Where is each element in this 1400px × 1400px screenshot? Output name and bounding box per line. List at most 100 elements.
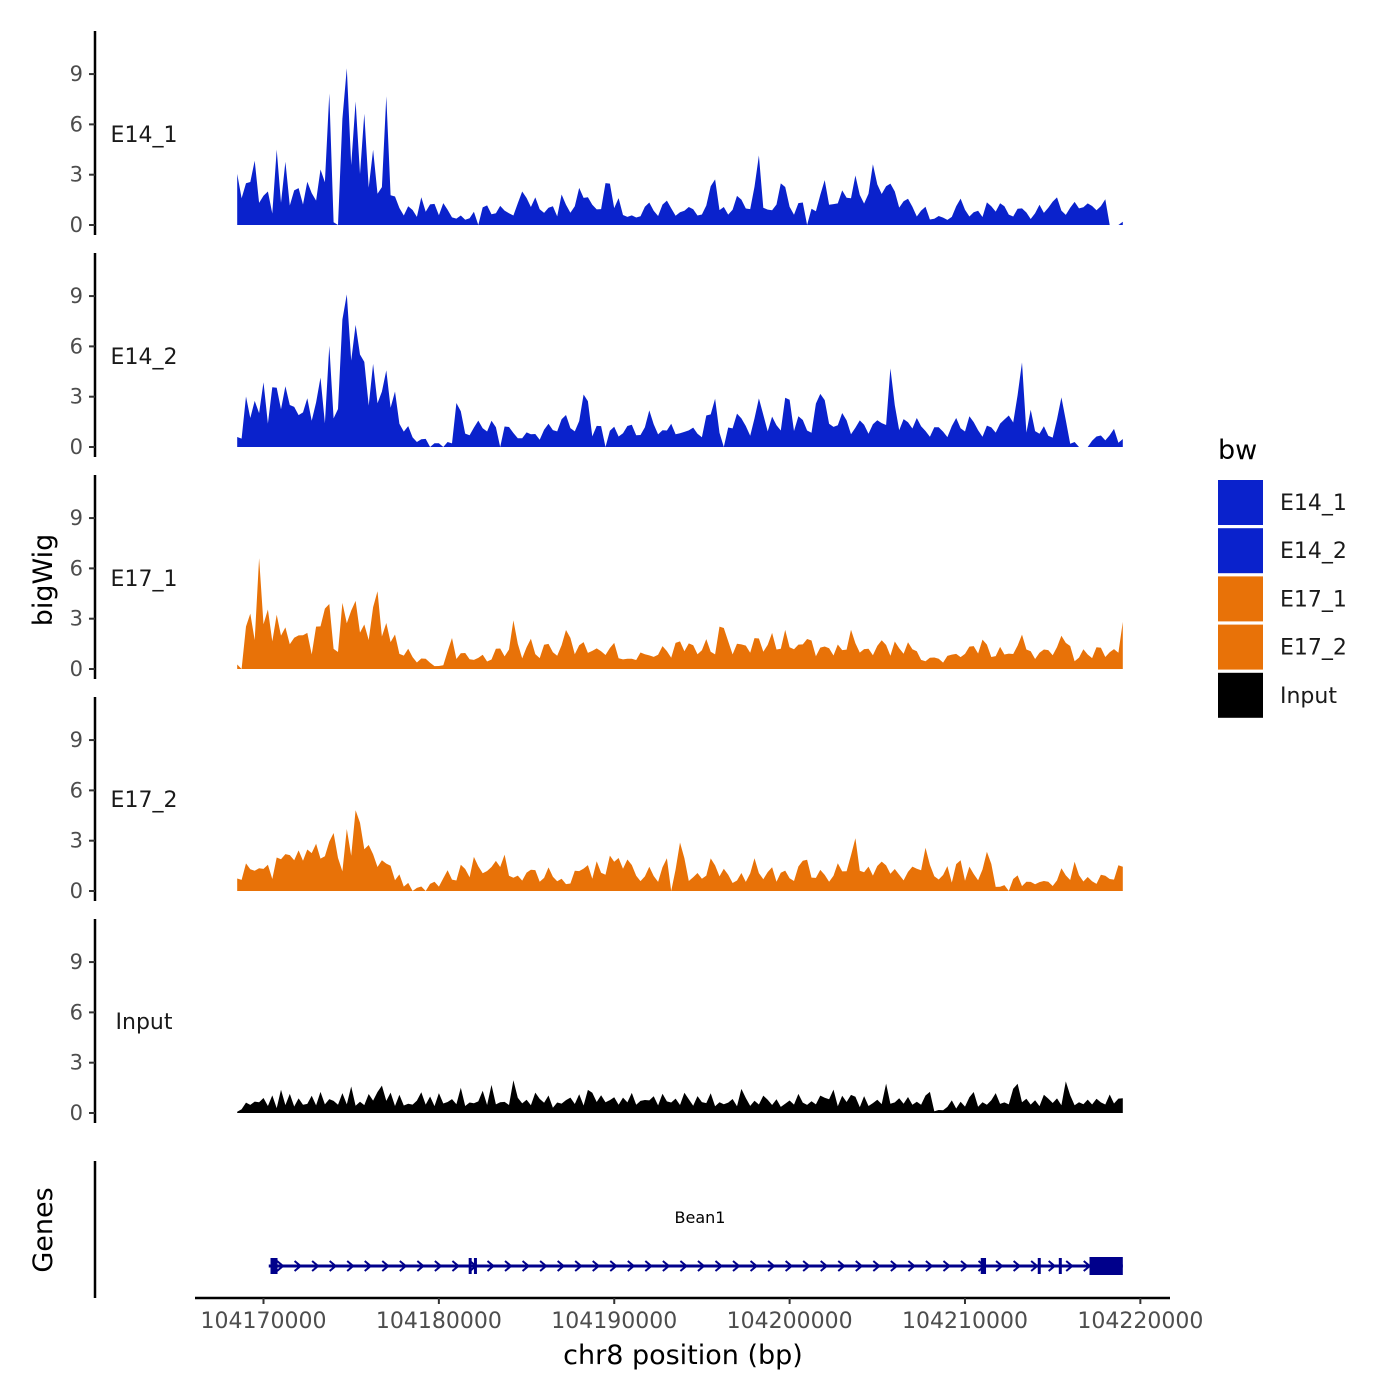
y-tick-label: 6 [70, 556, 83, 580]
exon-6 [1058, 1258, 1062, 1274]
strand-arrow [1012, 1260, 1022, 1272]
x-axis: 104170000 104180000 104190000 104200000 1042… [195, 1296, 1203, 1334]
strand-arrow [732, 1260, 741, 1272]
track-label: Input [116, 1010, 173, 1035]
strand-arrow [381, 1260, 390, 1272]
signal-area-e14-1 [237, 68, 1123, 225]
legend-swatch-e14-2 [1218, 528, 1263, 574]
strand-arrow [329, 1260, 338, 1272]
strand-arrow [627, 1260, 636, 1272]
legend: E14_1 E14_2 E17_1 E17_2 Input [1218, 480, 1347, 718]
gene-model [93, 1161, 1123, 1298]
exon-7 [1089, 1257, 1123, 1275]
track-panel-e17-2: 0 3 6 9 E17_2 [70, 697, 1123, 903]
y-tick-label: 9 [70, 728, 83, 752]
exon-1 [270, 1258, 278, 1274]
y-tick-label: 0 [70, 657, 83, 681]
y-tick-label: 0 [70, 879, 83, 903]
strand-arrow [784, 1260, 794, 1272]
exon-4 [980, 1258, 987, 1274]
signal-area-e17-2 [237, 810, 1123, 891]
strand-arrow [995, 1260, 1004, 1272]
strand-arrow [697, 1260, 706, 1272]
strand-arrow [556, 1260, 566, 1272]
strand-arrow [486, 1260, 496, 1272]
strand-arrow [749, 1260, 759, 1272]
strand-arrow [276, 1260, 285, 1272]
y-tick-label: 3 [70, 385, 83, 409]
legend-swatch-e14-1 [1218, 480, 1263, 525]
strand-arrow [1048, 1260, 1057, 1272]
strand-arrow [1065, 1260, 1074, 1272]
y-tick-label: 3 [70, 163, 83, 187]
strand-arrow [907, 1260, 916, 1272]
signal-area-e14-2 [237, 294, 1123, 447]
y-tick-label: 3 [70, 607, 83, 631]
gene-label: Bean1 [675, 1208, 726, 1227]
strand-arrow [644, 1260, 653, 1272]
strand-arrow [364, 1260, 373, 1272]
strand-arrow [1030, 1260, 1039, 1272]
strand-arrow [504, 1260, 513, 1272]
y-tick-label: 3 [70, 1051, 83, 1075]
x-tick-label: 104180000 [376, 1309, 502, 1334]
y-tick-label: 0 [70, 213, 83, 237]
legend-label-e14-1: E14_1 [1280, 491, 1347, 516]
legend-swatch-e17-2 [1218, 624, 1263, 670]
track-label: E17_1 [111, 567, 178, 592]
legend-swatch-e17-1 [1218, 576, 1263, 622]
x-tick-label: 104210000 [902, 1309, 1028, 1334]
y-tick-label: 6 [70, 334, 83, 358]
x-tick-label: 104200000 [727, 1309, 853, 1334]
strand-arrow [855, 1260, 864, 1272]
exon-3 [473, 1258, 477, 1274]
strand-arrow [942, 1260, 952, 1272]
legend-label-input: Input [1280, 684, 1337, 709]
y-tick-label: 9 [70, 284, 83, 308]
strand-arrow [346, 1260, 355, 1272]
y-tick-label: 6 [70, 112, 83, 136]
legend-label-e14-2: E14_2 [1280, 539, 1347, 564]
strand-arrow [399, 1260, 408, 1272]
y-tick-label: 6 [70, 778, 83, 802]
track-label: E14_2 [111, 345, 178, 370]
track-panel-e14-1: 0 3 6 9 E14_1 [70, 31, 1123, 237]
strand-arrow [820, 1260, 829, 1272]
x-tick-label: 104190000 [551, 1309, 677, 1334]
tracks-layer: 0 3 6 9 E14_1 0 3 6 9 E14_2 0 3 6 9 E17_1 0 3 6 9 E17_2 0 3 6 9… [70, 31, 1123, 1125]
strand-arrow [925, 1260, 934, 1272]
strand-arrow [539, 1260, 548, 1272]
track-label: E14_1 [111, 123, 178, 148]
genes-panel-title: Genes [28, 1187, 59, 1272]
strand-arrow [679, 1260, 688, 1272]
strand-arrow [662, 1260, 671, 1272]
track-label: E17_2 [111, 788, 178, 813]
y-tick-label: 9 [70, 950, 83, 974]
y-tick-label: 6 [70, 1000, 83, 1024]
y-tick-label: 9 [70, 506, 83, 530]
strand-arrow [872, 1260, 881, 1272]
track-panel-input: 0 3 6 9 Input [70, 919, 1123, 1125]
legend-title: bw [1218, 435, 1257, 466]
exon-5 [1037, 1258, 1041, 1274]
y-tick-label: 0 [70, 435, 83, 459]
strand-arrow [311, 1260, 320, 1272]
strand-arrow [890, 1260, 899, 1272]
strand-arrow [714, 1260, 724, 1272]
strand-arrow [416, 1260, 425, 1272]
strand-arrow [802, 1260, 811, 1272]
signal-area-e17-1 [237, 558, 1123, 669]
y-axis-title: bigWig [28, 534, 59, 627]
exon-2 [468, 1258, 472, 1274]
signal-area-input [237, 1080, 1123, 1113]
strand-arrow [293, 1260, 303, 1272]
x-axis-title: chr8 position (bp) [563, 1340, 803, 1371]
strand-arrow [960, 1260, 969, 1272]
y-tick-label: 0 [70, 1101, 83, 1125]
strand-arrow [837, 1260, 846, 1272]
x-tick-label: 104220000 [1077, 1309, 1203, 1334]
track-panel-e17-1: 0 3 6 9 E17_1 [70, 475, 1123, 681]
strand-arrow [609, 1260, 618, 1272]
